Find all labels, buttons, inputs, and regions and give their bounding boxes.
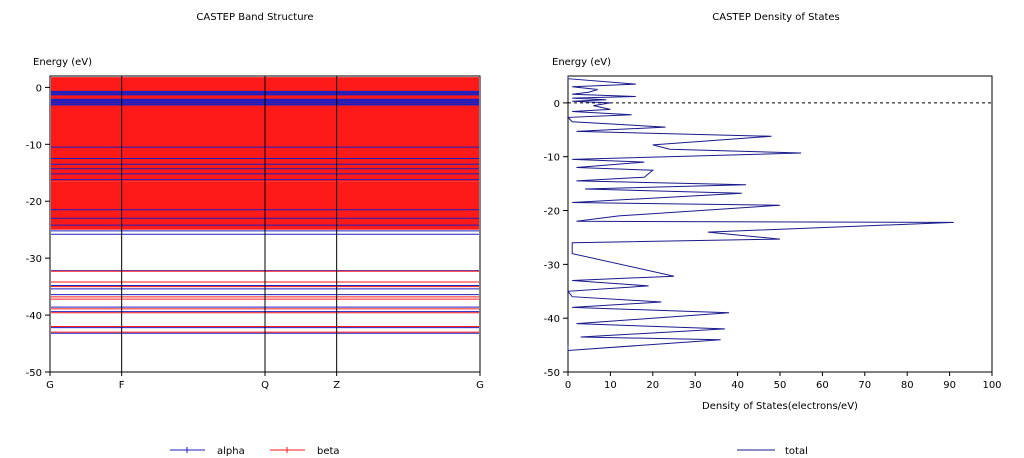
legend-total-label: total bbox=[785, 446, 808, 457]
dos-x-tick-label-4: 40 bbox=[731, 380, 744, 391]
dos-x-tick-label-0: 0 bbox=[565, 380, 571, 391]
band-chart-title: CASTEP Band Structure bbox=[196, 12, 313, 23]
legend-alpha: alpha bbox=[170, 446, 245, 457]
band-y-tick-label-5: -50 bbox=[26, 368, 42, 379]
dos-x-tick-label-8: 80 bbox=[901, 380, 914, 391]
dos-x-tick-label-7: 70 bbox=[858, 380, 871, 391]
dos-total-curve bbox=[566, 76, 954, 352]
dos-x-tick-label-3: 30 bbox=[689, 380, 702, 391]
dos-x-tick-label-1: 10 bbox=[604, 380, 617, 391]
kpoint-label-4: G bbox=[476, 380, 484, 391]
kpoint-label-1: F bbox=[119, 380, 125, 391]
kpoint-label-0: G bbox=[46, 380, 54, 391]
band-y-ticks: 0 -10 -20 -30 -40 -50 bbox=[26, 83, 50, 379]
dos-x-tick-label-10: 100 bbox=[982, 380, 1001, 391]
dos-y-tick-label-2: -20 bbox=[544, 207, 560, 218]
band-kpoint-dividers bbox=[121, 76, 338, 372]
dos-panel: CASTEP Density of States Energy (eV) 0 -1… bbox=[544, 12, 1002, 412]
dos-x-ticks: 0 10 20 30 40 50 60 70 80 90 100 bbox=[565, 372, 1002, 391]
dos-x-tick-label-2: 20 bbox=[646, 380, 659, 391]
legend-beta: beta bbox=[270, 446, 340, 457]
dos-plot-area bbox=[567, 75, 993, 373]
dos-y-tick-label-0: 0 bbox=[554, 99, 560, 110]
dos-y-tick-label-4: -40 bbox=[544, 314, 560, 325]
kpoint-label-3: Z bbox=[333, 380, 340, 391]
dos-y-tick-label-3: -30 bbox=[544, 260, 560, 271]
band-y-tick-label-3: -30 bbox=[26, 254, 42, 265]
kpoint-label-2: Q bbox=[261, 380, 269, 391]
dos-y-tick-label-1: -10 bbox=[544, 153, 560, 164]
band-y-tick-label-1: -10 bbox=[26, 140, 42, 151]
band-y-tick-label-4: -40 bbox=[26, 311, 42, 322]
dos-x-tick-label-5: 50 bbox=[774, 380, 787, 391]
legend-alpha-label: alpha bbox=[217, 446, 245, 457]
band-y-axis-label: Energy (eV) bbox=[33, 57, 92, 68]
dos-y-ticks: 0 -10 -20 -30 -40 -50 bbox=[544, 99, 568, 379]
band-y-tick-label-0: 0 bbox=[36, 83, 42, 94]
band-structure-panel: CASTEP Band Structure Energy (eV) 0 -10 -2… bbox=[26, 12, 484, 391]
dos-legend: total bbox=[737, 446, 808, 457]
dos-y-axis-label: Energy (eV) bbox=[552, 57, 611, 68]
dos-x-axis-label: Density of States(electrons/eV) bbox=[702, 401, 858, 412]
dos-x-tick-label-9: 90 bbox=[943, 380, 956, 391]
dos-x-tick-label-6: 60 bbox=[816, 380, 829, 391]
band-legend: alpha beta bbox=[170, 446, 340, 457]
dos-y-tick-label-5: -50 bbox=[544, 368, 560, 379]
band-y-tick-label-2: -20 bbox=[26, 197, 42, 208]
dos-chart-title: CASTEP Density of States bbox=[712, 12, 840, 23]
legend-beta-label: beta bbox=[317, 446, 340, 457]
